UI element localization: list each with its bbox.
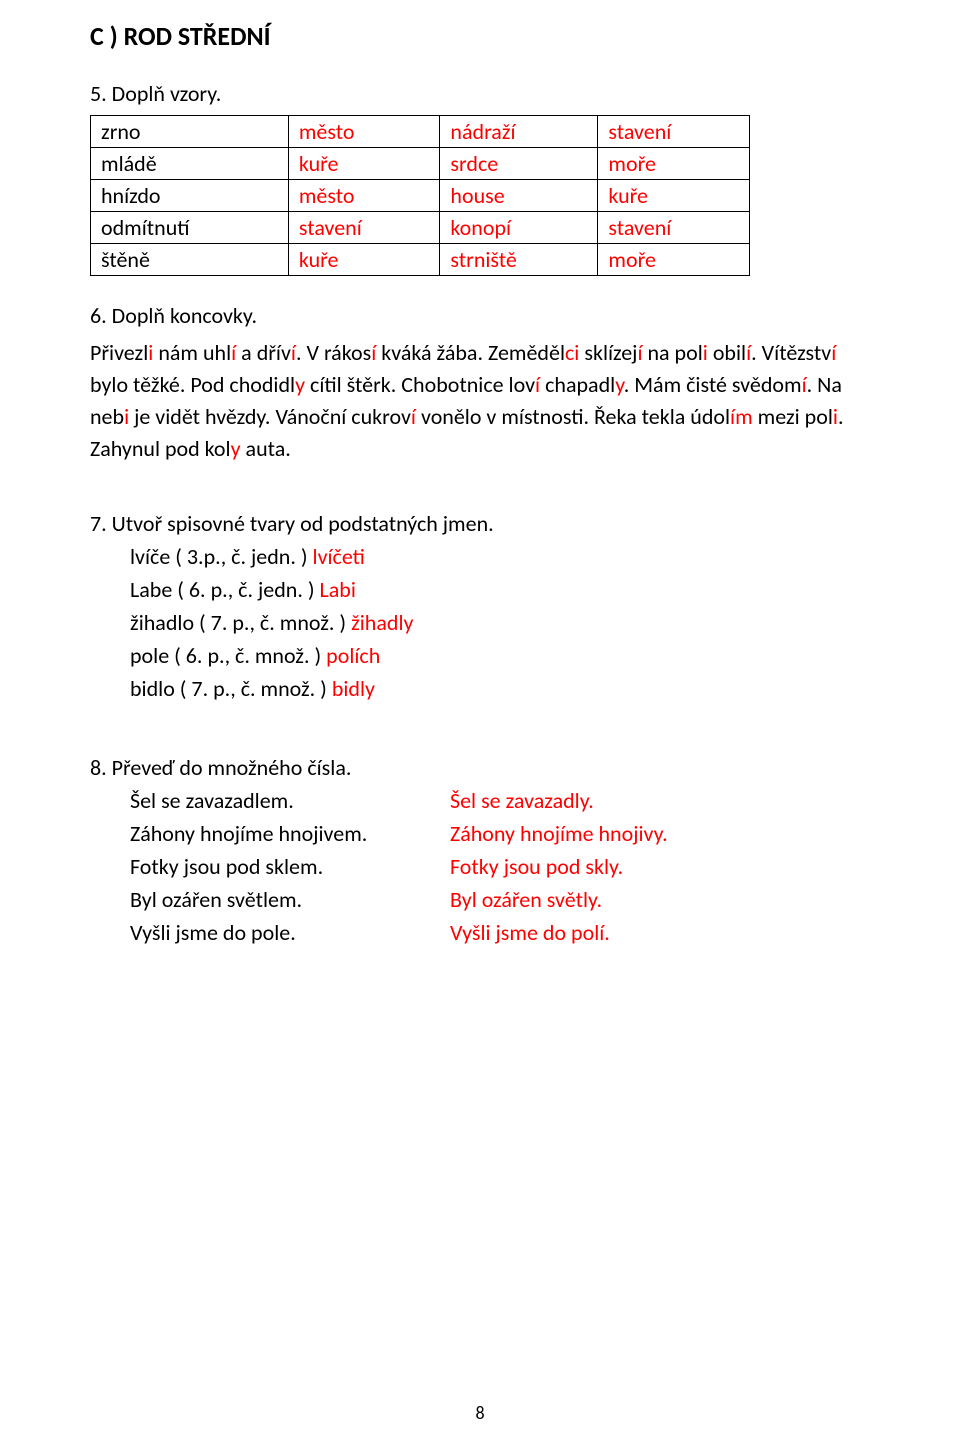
- ex8-row: Šel se zavazadlem.Šel se zavazadly.: [130, 784, 870, 817]
- text-run: kváká žába. Zeměděl: [376, 339, 565, 366]
- table-cell: stavení: [598, 212, 750, 244]
- ex7-item: Labe ( 6. p., č. jedn. ) Labi: [90, 573, 870, 606]
- page: C ) ROD STŘEDNÍ 5. Doplň vzory. zrnoměst…: [0, 0, 960, 1442]
- table-row: štěněkuřestrništěmoře: [91, 244, 750, 276]
- table-cell: stavení: [288, 212, 440, 244]
- ex7-item: bidlo ( 7. p., č. množ. ) bidly: [90, 672, 870, 705]
- table-cell: město: [288, 180, 440, 212]
- table-cell: mládě: [91, 148, 289, 180]
- text-run: ci: [565, 339, 579, 366]
- table-cell: kuře: [288, 244, 440, 276]
- item-prompt: bidlo ( 7. p., č. množ. ): [130, 675, 332, 702]
- item-answer: bidly: [332, 675, 375, 702]
- text-run: sklízej: [579, 339, 637, 366]
- text-run: . Mám čisté svědom: [624, 371, 802, 398]
- table-cell: odmítnutí: [91, 212, 289, 244]
- table-row: mláděkuřesrdcemoře: [91, 148, 750, 180]
- table-row: odmítnutístaveníkonopístavení: [91, 212, 750, 244]
- ex8-left: Vyšli jsme do pole.: [130, 916, 450, 949]
- table-cell: kuře: [288, 148, 440, 180]
- text-run: y: [295, 371, 305, 398]
- table-row: hnízdoměstohousekuře: [91, 180, 750, 212]
- text-run: . Vítězstv: [751, 339, 831, 366]
- ex8-row: Byl ozářen světlem.Byl ozářen světly.: [130, 883, 870, 916]
- ex7-block: 7. Utvoř spisovné tvary od podstatných j…: [90, 507, 870, 705]
- page-number: 8: [0, 1402, 960, 1424]
- item-answer: polích: [326, 642, 380, 669]
- text-run: y: [231, 435, 241, 462]
- table-cell: strniště: [440, 244, 598, 276]
- text-run: na pol: [643, 339, 703, 366]
- ex7-item: žihadlo ( 7. p., č. množ. ) žihadly: [90, 606, 870, 639]
- text-run: . V rákos: [296, 339, 371, 366]
- item-answer: lvíčeti: [313, 543, 365, 570]
- table-cell: hnízdo: [91, 180, 289, 212]
- table-cell: nádraží: [440, 116, 598, 148]
- ex5-table: zrnoměstonádražístavenímláděkuřesrdcemoř…: [90, 115, 750, 276]
- item-answer: žihadly: [351, 609, 413, 636]
- ex5-heading: 5. Doplň vzory.: [90, 80, 870, 107]
- table-cell: město: [288, 116, 440, 148]
- ex8-left: Šel se zavazadlem.: [130, 784, 450, 817]
- ex8-right: Byl ozářen světly.: [450, 883, 602, 916]
- table-cell: moře: [598, 244, 750, 276]
- ex8-right: Záhony hnojíme hnojivy.: [450, 817, 668, 850]
- item-prompt: pole ( 6. p., č. množ. ): [130, 642, 326, 669]
- section-title: C ) ROD STŘEDNÍ: [90, 20, 870, 52]
- text-run: chapadl: [540, 371, 615, 398]
- text-run: cítil štěrk. Chobotnice lov: [305, 371, 535, 398]
- ex8-right: Šel se zavazadly.: [450, 784, 594, 817]
- table-cell: štěně: [91, 244, 289, 276]
- ex8-right: Fotky jsou pod skly.: [450, 850, 623, 883]
- ex6-paragraph: Přivezli nám uhlí a dříví. V rákosí kvák…: [90, 337, 870, 465]
- table-cell: stavení: [598, 116, 750, 148]
- ex8-left: Záhony hnojíme hnojivem.: [130, 817, 450, 850]
- table-cell: zrno: [91, 116, 289, 148]
- ex8-row: Vyšli jsme do pole.Vyšli jsme do polí.: [130, 916, 870, 949]
- table-cell: srdce: [440, 148, 598, 180]
- text-run: Přivezl: [90, 339, 148, 366]
- item-prompt: Labe ( 6. p., č. jedn. ): [130, 576, 320, 603]
- ex7-item: lvíče ( 3.p., č. jedn. ) lvíčeti: [90, 540, 870, 573]
- text-run: nám uhl: [153, 339, 231, 366]
- ex8-row: Záhony hnojíme hnojivem. Záhony hnojíme …: [130, 817, 870, 850]
- text-run: y: [615, 371, 624, 398]
- text-run: auta.: [241, 435, 291, 462]
- ex8-left: Fotky jsou pod sklem.: [130, 850, 450, 883]
- ex8-row: Fotky jsou pod sklem.Fotky jsou pod skly…: [130, 850, 870, 883]
- table-cell: konopí: [440, 212, 598, 244]
- text-run: mezi pol: [753, 403, 833, 430]
- ex7-item: pole ( 6. p., č. množ. ) polích: [90, 639, 870, 672]
- ex6-heading: 6. Doplň koncovky.: [90, 302, 870, 329]
- ex8-heading: 8. Převeď do množného čísla.: [90, 751, 870, 784]
- table-cell: moře: [598, 148, 750, 180]
- item-prompt: lvíče ( 3.p., č. jedn. ): [130, 543, 313, 570]
- item-answer: Labi: [320, 576, 356, 603]
- ex8-left: Byl ozářen světlem.: [130, 883, 450, 916]
- ex8-block: 8. Převeď do množného čísla. Šel se zava…: [90, 751, 870, 949]
- text-run: vonělo v místnosti. Řeka tekla údol: [416, 403, 730, 430]
- text-run: je vidět hvězdy. Vánoční cukrov: [129, 403, 411, 430]
- text-run: obil: [708, 339, 746, 366]
- ex7-heading: 7. Utvoř spisovné tvary od podstatných j…: [90, 507, 870, 540]
- ex8-right: Vyšli jsme do polí.: [450, 916, 610, 949]
- text-run: a dřív: [236, 339, 291, 366]
- text-run: ím: [730, 403, 753, 430]
- table-cell: house: [440, 180, 598, 212]
- item-prompt: žihadlo ( 7. p., č. množ. ): [130, 609, 351, 636]
- table-cell: kuře: [598, 180, 750, 212]
- table-row: zrnoměstonádražístavení: [91, 116, 750, 148]
